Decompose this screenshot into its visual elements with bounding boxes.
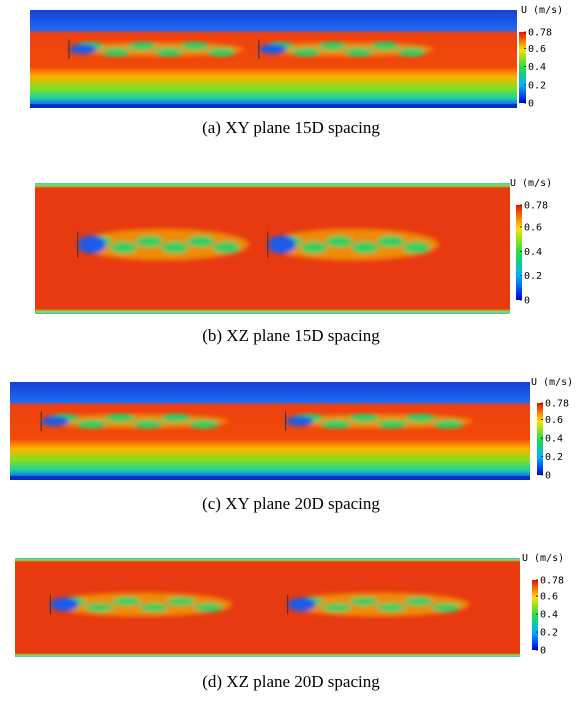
wake xyxy=(41,413,473,429)
wake-streak xyxy=(377,235,405,248)
bottom-band xyxy=(10,476,530,480)
panel: U (m/s) 0 0.2 0.4 0.6 0.78 (a) XY plane 15D sp… xyxy=(30,5,563,137)
wake-streak xyxy=(212,241,241,254)
wake-core xyxy=(267,235,296,254)
colorbar-tick-label: 0.78 xyxy=(528,28,552,39)
wake-streak xyxy=(110,241,138,254)
wake xyxy=(77,228,439,261)
colorbar xyxy=(532,580,538,650)
wake-streak xyxy=(102,47,131,57)
wake-streak xyxy=(104,413,135,423)
colorbar-title: U (m/s) xyxy=(531,377,573,388)
wake-streak xyxy=(161,413,191,423)
colorbar-tick-label: 0.4 xyxy=(545,434,563,445)
colorbar-tick-label: 0.4 xyxy=(528,62,546,73)
wake-streak xyxy=(322,603,352,612)
wake-streak xyxy=(154,47,183,57)
colorbar-tick-label: 0.6 xyxy=(545,415,563,426)
wake-streak xyxy=(371,41,400,51)
colorbar-tick-label: 0.2 xyxy=(528,80,546,91)
caption: (c) XY plane 20D spacing xyxy=(202,494,380,513)
wake-streak xyxy=(397,47,426,57)
caption: (d) XZ plane 20D spacing xyxy=(202,672,380,691)
wake-core xyxy=(68,44,97,55)
wake-streak xyxy=(318,41,347,51)
colorbar xyxy=(519,32,526,103)
colorbar-tick-label: 0 xyxy=(524,296,530,307)
colorbar-tick-label: 0.78 xyxy=(524,201,548,212)
wake-streak xyxy=(139,603,169,612)
colorbar-tick-label: 0 xyxy=(528,99,534,110)
colorbar-tick-label: 0.4 xyxy=(540,610,558,621)
colorbar-tick-label: 0.2 xyxy=(524,271,542,282)
colorbar-tick-label: 0.6 xyxy=(528,44,546,55)
wake-core xyxy=(258,44,287,55)
wake-core xyxy=(77,235,106,254)
wake-streak xyxy=(325,235,354,248)
colorbar-tick-label: 0 xyxy=(545,471,551,482)
colorbar-tick-label: 0.4 xyxy=(524,247,542,258)
colorbar-title: U (m/s) xyxy=(510,178,552,189)
wake-streak xyxy=(187,235,215,248)
contour-image xyxy=(10,382,530,480)
wake-streak xyxy=(321,419,352,429)
wake xyxy=(68,41,435,57)
wake-streak xyxy=(300,241,328,254)
wake-core xyxy=(41,416,70,427)
colorbar-tick-label: 0.6 xyxy=(524,222,542,233)
wake-streak xyxy=(76,419,107,429)
colorbar-tick-label: 0.2 xyxy=(545,452,563,463)
colorbar-title: U (m/s) xyxy=(522,553,564,564)
wake-core xyxy=(50,597,79,612)
wake-streak xyxy=(405,413,436,423)
colorbar-tick-label: 0.2 xyxy=(540,628,558,639)
colorbar xyxy=(516,205,522,300)
wake-streak xyxy=(404,597,434,606)
wake-streak xyxy=(292,47,321,57)
wake-streak xyxy=(377,419,408,429)
wake-streak xyxy=(207,47,236,57)
wake-streak xyxy=(166,597,196,606)
panel: U (m/s) 0 0.2 0.4 0.6 0.78 (c) XY plane 20D sp… xyxy=(10,377,573,513)
colorbar xyxy=(537,403,543,475)
wake-streak xyxy=(112,597,142,606)
wake xyxy=(50,592,470,617)
wake-streak xyxy=(181,41,210,51)
wake-streak xyxy=(189,419,220,429)
contour-image xyxy=(30,10,517,108)
wake-streak xyxy=(349,597,379,606)
colorbar-tick-label: 0.78 xyxy=(545,399,569,410)
wake-streak xyxy=(84,603,114,612)
wake-streak xyxy=(344,47,373,57)
wake-streak xyxy=(431,603,461,612)
panel: U (m/s) 0 0.2 0.4 0.6 0.78 (d) XZ plane 20D sp… xyxy=(15,553,564,691)
wake-core xyxy=(287,597,316,612)
colorbar-tick-label: 0.78 xyxy=(540,576,564,587)
contour-image xyxy=(35,183,510,314)
caption: (b) XZ plane 15D spacing xyxy=(202,326,380,345)
panel: U (m/s) 0 0.2 0.4 0.6 0.78 (b) XZ plane 15D sp… xyxy=(35,178,552,345)
colorbar-tick-label: 0 xyxy=(540,646,546,657)
wake-streak xyxy=(161,241,189,254)
wake-streak xyxy=(135,235,164,248)
wake-core xyxy=(285,416,314,427)
bottom-band xyxy=(30,104,517,108)
contour-image xyxy=(15,558,520,657)
wake-streak xyxy=(433,419,464,429)
contour-field xyxy=(10,382,530,480)
colorbar-title: U (m/s) xyxy=(521,5,563,16)
wake-streak xyxy=(132,419,163,429)
wake-streak xyxy=(402,241,431,254)
wake-streak xyxy=(351,241,379,254)
caption: (a) XY plane 15D spacing xyxy=(202,118,380,137)
wake-streak xyxy=(376,603,406,612)
colorbar-tick-label: 0.6 xyxy=(540,592,558,603)
wake-streak xyxy=(193,603,224,612)
wake-streak xyxy=(128,41,157,51)
wake-streak xyxy=(349,413,380,423)
contour-field xyxy=(30,10,517,108)
